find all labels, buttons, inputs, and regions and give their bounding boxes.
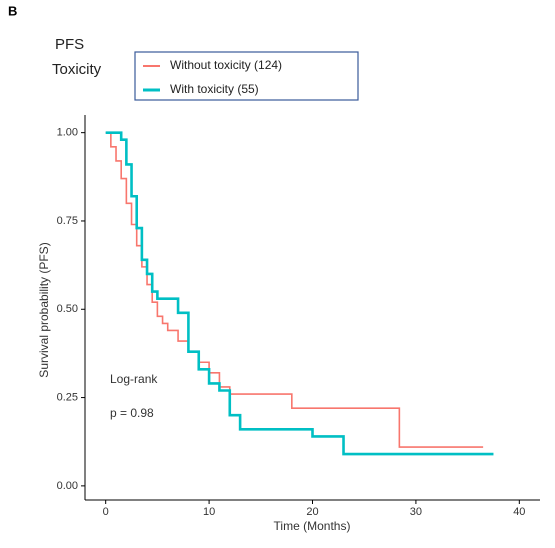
x-tick-label: 0 xyxy=(103,506,109,518)
legend-label: Without toxicity (124) xyxy=(170,58,282,72)
y-tick-label: 0.25 xyxy=(57,391,78,403)
x-axis-title: Time (Months) xyxy=(274,519,351,533)
x-tick-label: 20 xyxy=(306,506,318,518)
legend-label: With toxicity (55) xyxy=(170,82,259,96)
legend-box xyxy=(134,51,359,101)
x-tick-label: 40 xyxy=(513,506,525,518)
y-tick-label: 1.00 xyxy=(57,127,78,139)
survival-curve xyxy=(105,131,494,456)
y-tick-label: 0.75 xyxy=(57,215,78,227)
x-tick-label: 30 xyxy=(410,506,422,518)
survival-curve xyxy=(105,131,484,448)
legend-title: Toxicity xyxy=(52,61,102,78)
legend-title: PFS xyxy=(55,36,84,53)
y-axis-title: Survival probability (PFS) xyxy=(37,242,51,377)
y-tick-label: 0.50 xyxy=(57,303,78,315)
x-tick-label: 10 xyxy=(203,506,215,518)
panel-label: B xyxy=(8,3,17,18)
annotation: p = 0.98 xyxy=(110,406,154,420)
annotation: Log-rank xyxy=(110,372,158,386)
y-tick-label: 0.00 xyxy=(57,480,78,492)
